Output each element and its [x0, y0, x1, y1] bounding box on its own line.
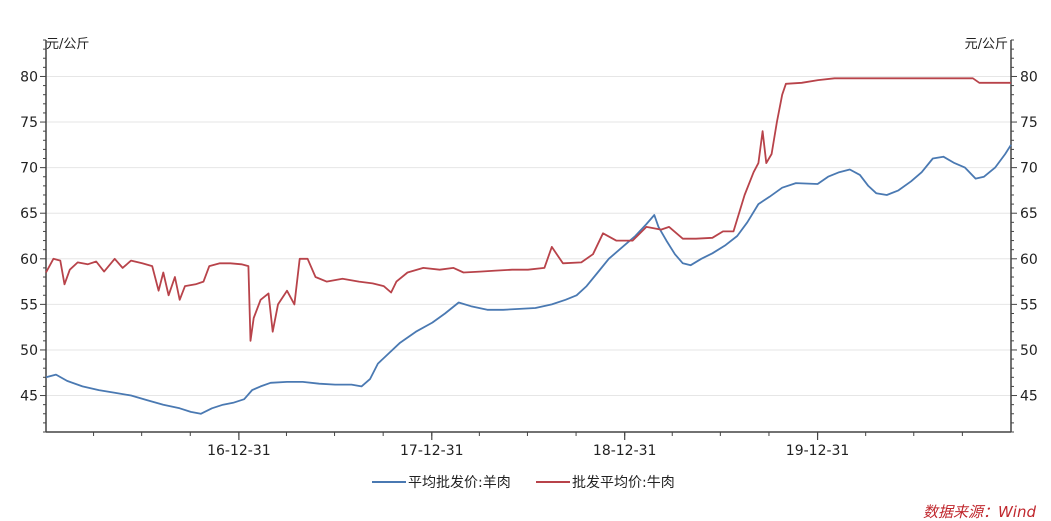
y-tick-label-left: 70 [20, 161, 38, 177]
right-unit-label: 元/公斤 [965, 37, 1008, 52]
series-lines [45, 77, 1012, 415]
axes [45, 40, 1012, 433]
x-tick-label: 16-12-31 [207, 443, 271, 459]
y-tick-label-left: 45 [20, 389, 38, 405]
y-tick-label-left: 55 [20, 297, 38, 313]
left-unit-label: 元/公斤 [46, 37, 89, 52]
y-tick-label-right: 70 [1020, 161, 1038, 177]
series-line-1 [45, 144, 1012, 415]
grid-lines [46, 75, 1011, 397]
legend-label-1: 平均批发价:羊肉 [408, 475, 511, 491]
x-tick-label: 17-12-31 [400, 443, 464, 459]
y-tick-label-left: 75 [20, 115, 38, 131]
legend-label-2: 批发平均价:牛肉 [572, 475, 675, 491]
y-tick-label-left: 65 [20, 206, 38, 222]
axis-ticks: 45 45 50 50 55 55 60 60 65 65 70 70 75 75 80 80 16-12-31… [20, 39, 1038, 459]
y-tick-label-right: 80 [1020, 69, 1038, 85]
source-note: 数据来源：Wind [923, 503, 1037, 521]
legend: 平均批发价:羊肉 批发平均价:牛肉 [372, 475, 675, 491]
y-tick-label-right: 60 [1020, 252, 1038, 268]
y-tick-label-right: 50 [1020, 343, 1038, 359]
y-tick-label-right: 55 [1020, 297, 1038, 313]
y-tick-label-left: 50 [20, 343, 38, 359]
y-tick-label-right: 75 [1020, 115, 1038, 131]
x-tick-label: 18-12-31 [593, 443, 657, 459]
x-tick-label: 19-12-31 [786, 443, 850, 459]
y-tick-label-left: 60 [20, 252, 38, 268]
y-tick-label-right: 65 [1020, 206, 1038, 222]
y-tick-label-right: 45 [1020, 389, 1038, 405]
y-tick-label-left: 80 [20, 69, 38, 85]
series-line-2 [45, 77, 1011, 342]
